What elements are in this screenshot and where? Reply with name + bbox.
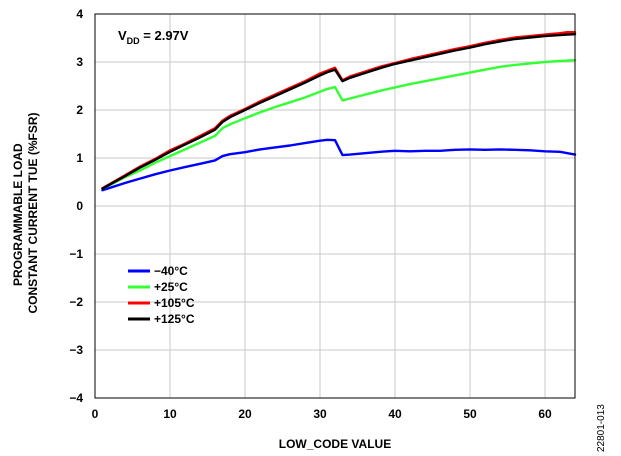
- legend: −40°C +25°C +105°C +125°C: [128, 264, 195, 326]
- x-tick-label: 50: [463, 407, 477, 421]
- vdd-annotation: VDD = 2.97V: [118, 28, 189, 46]
- y-tick-label: −1: [69, 247, 83, 261]
- vdd-annotation-sub: DD: [127, 36, 140, 46]
- y-tick-label: 1: [76, 151, 83, 165]
- x-tick-label: 0: [92, 407, 99, 421]
- legend-label-2: +25°C: [154, 280, 188, 294]
- vdd-annotation-main: V: [118, 28, 127, 43]
- chart-series: [101, 31, 577, 192]
- legend-label-4: +125°C: [154, 312, 195, 326]
- y-axis-label-line-1: PROGRAMMABLE LOAD: [11, 143, 25, 286]
- plot-frame: [94, 13, 576, 399]
- legend-label-3: +105°C: [154, 296, 195, 310]
- legend-label-1: −40°C: [154, 264, 188, 278]
- y-tick-label: −2: [69, 295, 83, 309]
- series-line-4: [101, 33, 577, 190]
- x-tick-label: 60: [538, 407, 552, 421]
- series-line-1: [101, 138, 577, 192]
- y-tick-label: 4: [76, 7, 83, 21]
- y-tick-label: −3: [69, 343, 83, 357]
- tick-labels: 0 10 20 30 40 50 60 −4 −3 −2 −1 0 1 2 3 4: [69, 7, 552, 421]
- x-tick-label: 20: [238, 407, 252, 421]
- vdd-annotation-rest: = 2.97V: [140, 28, 189, 43]
- x-tick-label: 40: [388, 407, 402, 421]
- x-axis-label: LOW_CODE VALUE: [279, 437, 391, 451]
- y-axis-label: PROGRAMMABLE LOAD CONSTANT CURRENT TUE (…: [11, 112, 40, 313]
- y-tick-label: 0: [76, 199, 83, 213]
- x-tick-label: 30: [313, 407, 327, 421]
- chart-grid: [94, 13, 575, 399]
- y-tick-label: 2: [76, 103, 83, 117]
- y-axis-label-line-2: CONSTANT CURRENT TUE (%FSR): [26, 112, 40, 313]
- y-tick-label: 3: [76, 55, 83, 69]
- y-tick-label: −4: [69, 391, 83, 405]
- series-line-2: [101, 58, 577, 190]
- x-tick-label: 10: [163, 407, 177, 421]
- figure-id: 22801-013: [596, 404, 607, 452]
